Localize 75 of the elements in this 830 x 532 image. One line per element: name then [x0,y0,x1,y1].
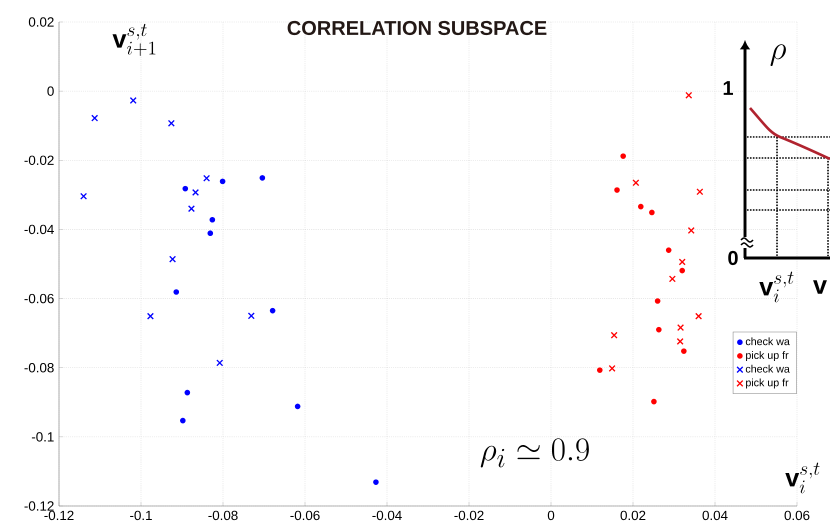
x-tick-label: -0.12 [44,510,74,520]
point [679,268,686,274]
point [666,247,672,253]
x-tick-label: -0.08 [208,510,238,520]
annotation: $\mathbf{1}$ [724,81,734,95]
point [248,312,255,320]
point [656,326,662,332]
point [620,153,626,159]
point [216,359,224,366]
point [80,192,88,200]
legend-label: pick up fr [746,378,788,388]
point [685,92,692,99]
y-tick-label: -0.08 [24,363,54,372]
point [678,258,686,266]
point [688,226,695,234]
x-tick-label: -0.04 [372,510,402,520]
y-tick-label: -0.04 [24,224,54,234]
x-tick-label: -0.06 [290,510,320,520]
point [632,179,640,186]
chart-title: CORRELATION SUBSPACE [288,20,546,36]
y-tick-label: -0.12 [24,501,54,511]
point [638,204,644,210]
y-tick-label: -0.02 [24,156,54,165]
point [294,404,300,410]
point [610,332,618,339]
y-tick-label: -0.1 [32,432,54,442]
point [696,188,704,196]
y-tick-label: 0.02 [28,17,54,27]
point [169,256,176,263]
point [203,174,210,182]
point [146,312,154,320]
point [184,390,190,396]
point [207,230,214,236]
x-axis-title: $\mathbf{v}_{i}^{s,t}$ [785,462,820,494]
point [695,312,702,320]
x-tick-label: 0.04 [702,510,728,520]
point [677,324,684,332]
point [173,289,180,295]
point [681,348,687,354]
y-axis-title: $\mathbf{v}_{i+1}^{s,t}$ [112,24,156,56]
point [168,120,175,127]
point [608,364,616,372]
x-tick-label: 0.06 [784,510,810,520]
point [210,216,216,223]
point [649,210,655,216]
point [676,338,684,345]
point [130,96,137,104]
point [188,205,195,212]
y-tick-label: 0 [47,86,54,96]
point [668,275,676,282]
annotation: $\mathbf{0}$ [728,250,738,266]
annotation: $\rho$ [770,44,786,66]
x-tick-label: 0 [548,510,554,520]
x-tick-label: -0.02 [454,510,484,520]
text: $\mathbf{v}$ [813,280,827,294]
point [91,114,98,122]
legend-label: check wa [746,364,790,373]
x-tick-label: -0.1 [130,510,152,520]
point [614,187,620,193]
point [596,367,603,373]
point [651,398,657,404]
point [180,418,186,424]
annotation: $\mathbf{v}_{i}^{s,t}$ [759,272,794,302]
point [192,188,200,196]
legend-label: check wa [746,337,790,346]
x-tick-label: 0.02 [620,510,646,520]
point [260,175,266,181]
annotation: $\rho_i \simeq 0.9$ [480,438,589,468]
legend-label: pick up fr [746,351,788,362]
point [270,308,276,314]
point [182,186,188,192]
point [373,479,379,485]
point [654,298,660,304]
point [220,178,226,184]
y-tick-label: -0.06 [24,294,54,304]
